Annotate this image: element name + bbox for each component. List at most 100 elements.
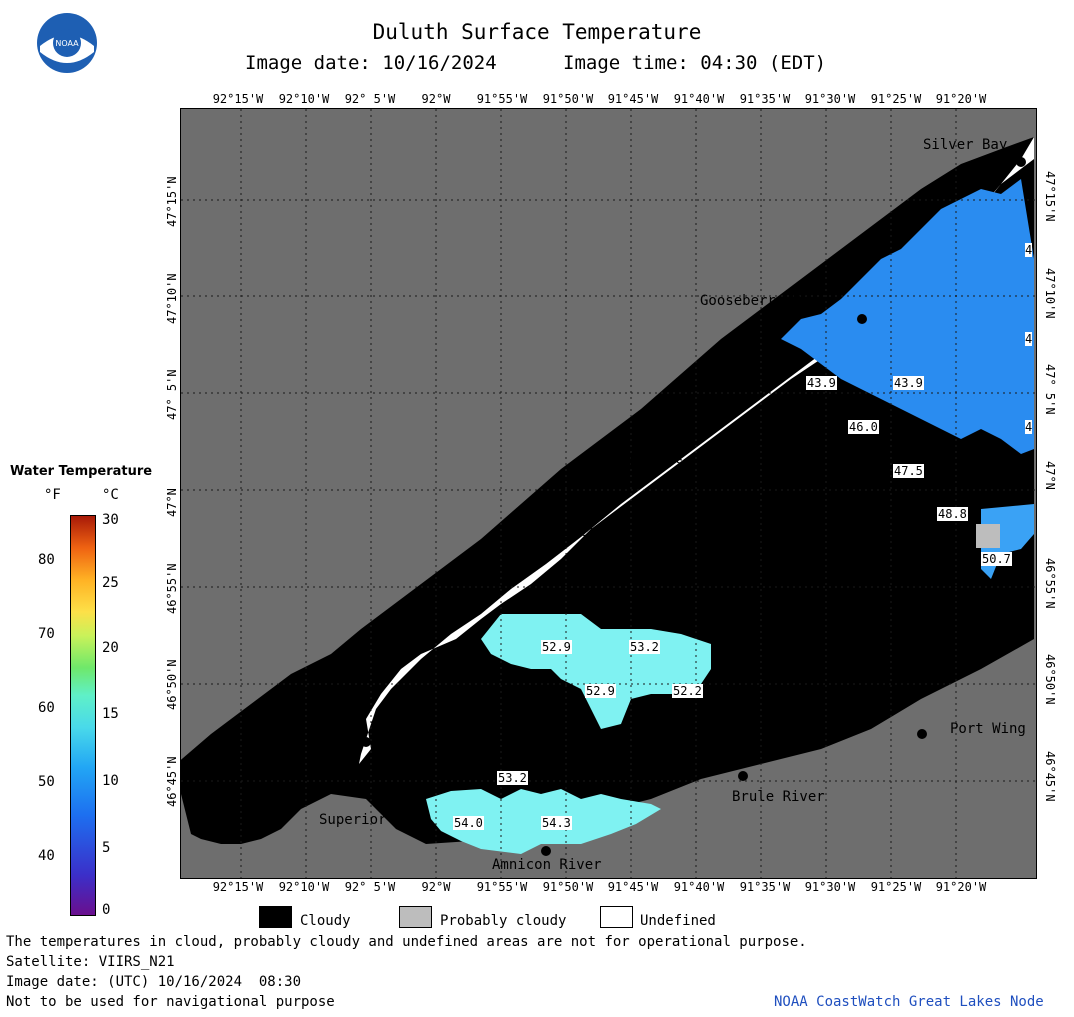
longitude-label: 91°20'W [935, 92, 987, 106]
colorbar-unit-c: °C [102, 487, 119, 503]
latitude-label: 46°55'N [1043, 558, 1057, 609]
credit-link[interactable]: NOAA CoastWatch Great Lakes Node [774, 994, 1044, 1010]
legend-cloudy-swatch [259, 906, 292, 928]
noaa-logo-icon: NOAA [37, 13, 97, 73]
colorbar-c-tick: 20 [102, 640, 119, 656]
contour-label: 47.5 [893, 464, 924, 478]
longitude-label: 91°25'W [870, 880, 922, 894]
colorbar-c-tick: 5 [102, 840, 111, 856]
longitude-label: 91°40'W [673, 92, 725, 106]
water-cold-region [781, 179, 1034, 454]
colorbar-f-tick: 80 [38, 552, 55, 568]
legend-undefined-label: Undefined [640, 913, 716, 929]
longitude-label: 91°20'W [935, 880, 987, 894]
contour-label: 54.0 [453, 816, 484, 830]
place-markers [361, 157, 1026, 856]
colorbar-title: Water Temperature [10, 464, 153, 479]
latitude-label: 47°15'N [165, 176, 179, 227]
noaa-logo: NOAA [36, 12, 98, 74]
legend-undefined-swatch [600, 906, 633, 928]
colorbar-c-tick: 15 [102, 706, 119, 722]
contour-label: 4 [1025, 243, 1033, 257]
colorbar-c-tick: 10 [102, 773, 119, 789]
contour-label: 48.8 [937, 507, 968, 521]
longitude-label: 91°25'W [870, 92, 922, 106]
latitude-label: 47°10'N [165, 273, 179, 324]
latitude-label: 47°N [1043, 461, 1057, 490]
latitude-label: 46°50'N [1043, 654, 1057, 705]
page-title: Duluth Surface Temperature [372, 20, 702, 44]
place-knife-river: Knife River [504, 524, 597, 540]
longitude-label: 91°40'W [673, 880, 725, 894]
contour-label: 4 [1025, 420, 1033, 434]
legend-cloudy-label: Cloudy [300, 913, 351, 929]
contour-label: 4 [1025, 332, 1033, 346]
longitude-label: 91°50'W [542, 92, 594, 106]
contour-label: 43.9 [893, 376, 924, 390]
graticule [181, 109, 1036, 878]
longitude-label: 92°10'W [278, 880, 330, 894]
contour-label: 50.7 [981, 552, 1012, 566]
longitude-label: 91°35'W [739, 880, 791, 894]
colorbar-unit-f: °F [44, 487, 61, 503]
contour-label: 52.9 [541, 640, 572, 654]
longitude-label: 91°45'W [607, 92, 659, 106]
nav-note-text: Not to be used for navigational purpose [6, 994, 335, 1010]
place-amnicon-river: Amnicon River [492, 857, 602, 873]
place-port-wing: Port Wing [950, 721, 1026, 737]
latitude-label: 46°50'N [165, 659, 179, 710]
legend-probably-cloudy-label: Probably cloudy [440, 913, 567, 929]
probably-cloudy-patch [976, 524, 1000, 548]
map-frame [180, 108, 1037, 879]
colorbar-f-tick: 40 [38, 848, 55, 864]
latitude-label: 47°N [165, 488, 179, 517]
lake-superior-map [181, 109, 1036, 878]
longitude-label: 91°30'W [804, 92, 856, 106]
contour-label: 52.2 [672, 684, 703, 698]
contour-label: 53.2 [497, 771, 528, 785]
longitude-label: 91°55'W [476, 92, 528, 106]
contour-label: 43.9 [806, 376, 837, 390]
disclaimer-text: The temperatures in cloud, probably clou… [6, 934, 807, 950]
place-brule-river: Brule River [732, 789, 825, 805]
contour-label: 52.9 [585, 684, 616, 698]
place-silver-bay: Silver Bay [923, 137, 1008, 153]
colorbar-c-tick: 0 [102, 902, 111, 918]
longitude-label: 92°15'W [212, 92, 264, 106]
latitude-label: 47°15'N [1043, 171, 1057, 222]
longitude-label: 91°50'W [542, 880, 594, 894]
longitude-label: 91°30'W [804, 880, 856, 894]
colorbar-f-tick: 50 [38, 774, 55, 790]
contour-label: 53.2 [629, 640, 660, 654]
longitude-label: 92°W [421, 92, 451, 106]
latitude-label: 46°55'N [165, 563, 179, 614]
svg-text:NOAA: NOAA [55, 39, 79, 48]
contour-label: 46.0 [848, 420, 879, 434]
longitude-label: 92°W [421, 880, 451, 894]
latitude-label: 46°45'N [1043, 751, 1057, 802]
longitude-label: 92°10'W [278, 92, 330, 106]
utc-date-text: Image date: (UTC) 10/16/2024 08:30 [6, 974, 302, 990]
colorbar [70, 515, 96, 916]
longitude-label: 91°45'W [607, 880, 659, 894]
longitude-label: 92° 5'W [344, 92, 396, 106]
latitude-label: 47° 5'N [1043, 364, 1057, 415]
latitude-label: 47° 5'N [165, 369, 179, 420]
longitude-label: 92°15'W [212, 880, 264, 894]
place-duluth: Duluth [307, 717, 358, 733]
latitude-label: 47°10'N [1043, 268, 1057, 319]
latitude-label: 46°45'N [165, 756, 179, 807]
legend-probably-cloudy-swatch [399, 906, 432, 928]
contour-label: 54.3 [541, 816, 572, 830]
colorbar-f-tick: 70 [38, 626, 55, 642]
colorbar-f-tick: 60 [38, 700, 55, 716]
image-date-label: Image date: 10/16/2024 [245, 52, 497, 74]
longitude-label: 91°35'W [739, 92, 791, 106]
colorbar-c-tick: 30 [102, 512, 119, 528]
colorbar-c-tick: 25 [102, 575, 119, 591]
longitude-label: 92° 5'W [344, 880, 396, 894]
place-gooseberry-river: Gooseberry River [700, 293, 835, 309]
place-two-harbors: Two Harbors [591, 455, 684, 471]
longitude-label: 91°55'W [476, 880, 528, 894]
satellite-text: Satellite: VIIRS_N21 [6, 954, 175, 970]
